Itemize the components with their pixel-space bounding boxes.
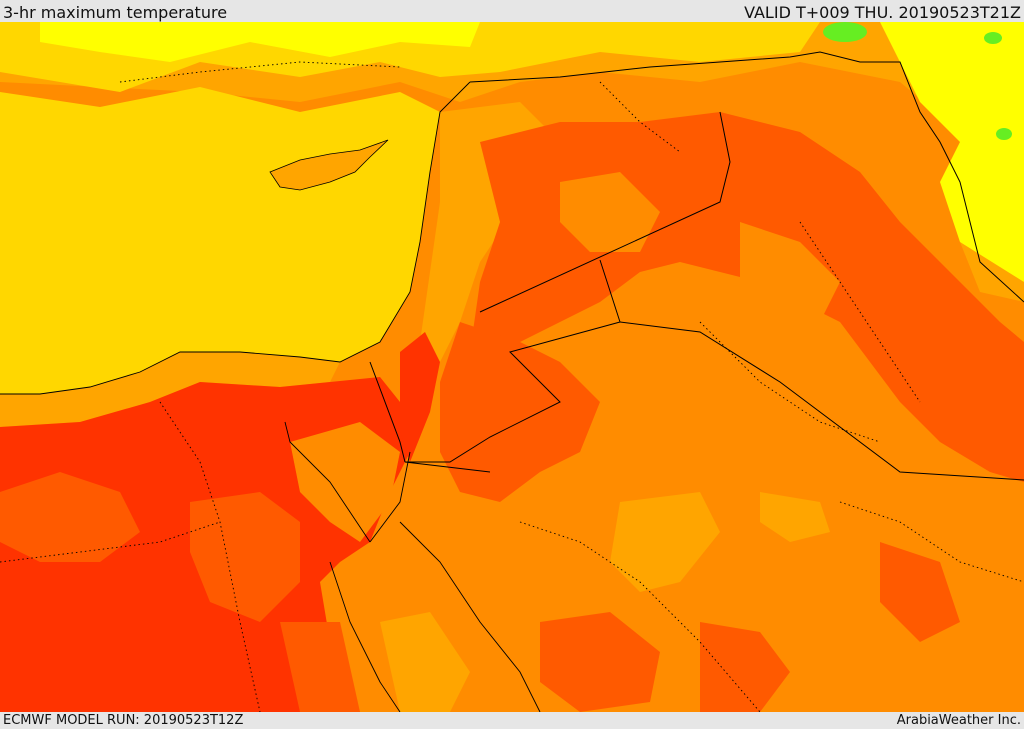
valid-time: VALID T+009 THU. 20190523T21Z <box>744 3 1021 22</box>
jordan-dark-orange <box>440 322 600 502</box>
credit-label: ArabiaWeather Inc. <box>896 713 1021 728</box>
map-title: 3-hr maximum temperature <box>3 3 228 22</box>
saudi-amber-1 <box>610 492 720 592</box>
dead-sea-red <box>400 332 440 462</box>
coastlines <box>0 81 541 712</box>
green-patch-3 <box>996 128 1012 140</box>
northeast-yellow <box>880 22 1024 282</box>
sinai-orange <box>290 422 400 542</box>
model-run-label: ECMWF MODEL RUN: 20190523T12Z <box>3 713 244 728</box>
egypt-orange-patch-2 <box>190 492 300 622</box>
egypt-orange-patch-3 <box>280 622 360 712</box>
egypt-orange-patch-1 <box>0 472 140 562</box>
saudi-red-2 <box>700 622 790 712</box>
temperature-map <box>0 22 1024 712</box>
header-bar <box>0 0 1024 22</box>
green-patch-2 <box>984 32 1002 44</box>
cyprus <box>269 139 389 191</box>
north-bright-yellow <box>40 22 480 62</box>
saudi-amber-2 <box>380 612 470 712</box>
sea-amber-coast <box>0 352 340 427</box>
country-borders <box>369 51 1024 481</box>
saudi-red-3 <box>880 542 960 642</box>
saudi-red-1 <box>540 612 660 712</box>
province-lines <box>0 61 1024 712</box>
saudi-amber-3 <box>760 492 830 542</box>
footer-bar <box>0 712 1024 729</box>
iraq-orange-patch <box>740 222 840 322</box>
syria-orange-patch <box>560 172 660 252</box>
green-patch-1 <box>823 22 867 42</box>
